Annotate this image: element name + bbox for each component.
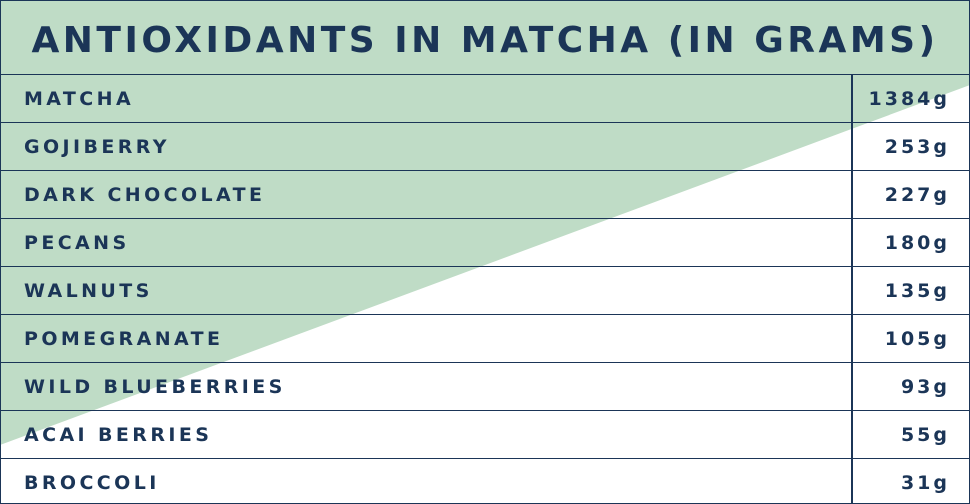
table-row: POMEGRANATE 105g	[0, 314, 970, 362]
row-label: GOJIBERRY	[24, 135, 170, 158]
row-value: 31g	[900, 471, 950, 494]
column-divider	[851, 74, 853, 504]
row-value: 180g	[884, 231, 950, 254]
row-value: 1384g	[868, 87, 950, 110]
table-row: PECANS 180g	[0, 218, 970, 266]
row-value: 253g	[884, 135, 950, 158]
row-label: WILD BLUEBERRIES	[24, 375, 286, 398]
row-label: MATCHA	[24, 87, 135, 110]
row-value: 93g	[900, 375, 950, 398]
table-row: MATCHA 1384g	[0, 74, 970, 122]
diagonal-green-shape	[0, 0, 970, 445]
row-value: 105g	[884, 327, 950, 350]
row-label: BROCCOLI	[24, 471, 160, 494]
table-row: DARK CHOCOLATE 227g	[0, 170, 970, 218]
table-row: ACAI BERRIES 55g	[0, 410, 970, 458]
table-row: WILD BLUEBERRIES 93g	[0, 362, 970, 410]
table-row: GOJIBERRY 253g	[0, 122, 970, 170]
title-bar: ANTIOXIDANTS IN MATCHA (IN GRAMS)	[0, 0, 970, 74]
table-row: WALNUTS 135g	[0, 266, 970, 314]
table-row: BROCCOLI 31g	[0, 458, 970, 504]
data-table: MATCHA 1384g GOJIBERRY 253g DARK CHOCOLATE 22…	[0, 74, 970, 504]
row-value: 135g	[884, 279, 950, 302]
row-label: DARK CHOCOLATE	[24, 183, 266, 206]
row-value: 55g	[900, 423, 950, 446]
row-label: ACAI BERRIES	[24, 423, 213, 446]
row-label: PECANS	[24, 231, 130, 254]
row-label: WALNUTS	[24, 279, 153, 302]
chart-title: ANTIOXIDANTS IN MATCHA (IN GRAMS)	[31, 19, 939, 61]
row-label: POMEGRANATE	[24, 327, 224, 350]
row-value: 227g	[884, 183, 950, 206]
